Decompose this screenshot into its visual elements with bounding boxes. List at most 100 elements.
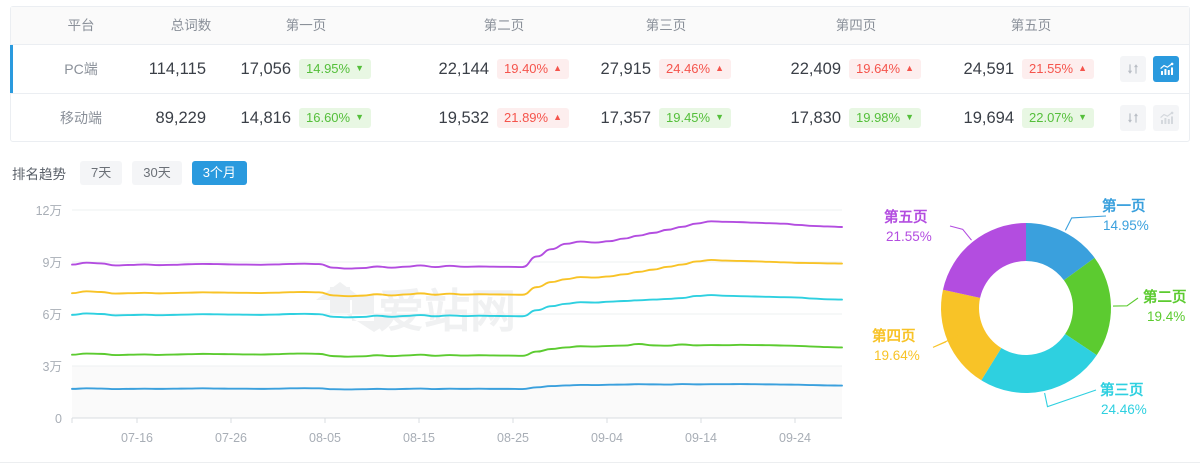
line-series-第二页 [71, 343, 843, 358]
cell-page2-change: 21.89% ▲ [497, 94, 570, 142]
change-badge-down: 19.98% ▼ [849, 108, 922, 128]
line-series-第一页 [71, 383, 843, 391]
donut-label-page4: 第四页 [872, 327, 916, 345]
donut-label-page2: 第二页 [1143, 288, 1187, 306]
cell-page1-count: 17,056 [240, 59, 291, 78]
chart-series-group [71, 220, 843, 391]
svg-text:9万: 9万 [43, 256, 62, 270]
svg-text:07-26: 07-26 [215, 431, 247, 445]
column-header-page2: 第二页 [483, 18, 525, 33]
tab-30-days[interactable]: 30天 [132, 161, 182, 185]
donut-leader-第一页 [1064, 215, 1107, 231]
svg-text:07-16: 07-16 [121, 431, 153, 445]
triangle-up-icon: ▲ [553, 112, 563, 122]
sort-updown-icon-button[interactable] [1120, 105, 1146, 131]
cell-page5-change: 21.55% ▲ [1022, 45, 1095, 93]
watermark: 爱站网 [316, 282, 516, 337]
column-header-page1: 第一页 [285, 18, 327, 33]
triangle-down-icon: ▼ [1078, 112, 1088, 122]
page-distribution-donut-chart[interactable]: 第五页 21.55% 第一页 14.95% 第二页 19.4% 第三页 24.4… [862, 186, 1200, 426]
table-row[interactable]: 移动端 89,229 14,816 16.60% ▼ 19,532 21.89%… [11, 94, 1189, 142]
table-header-row: 平台 总词数 第一页 第二页 第三页 第四页 第五页 [11, 7, 1189, 45]
line-series-第四页 [71, 258, 843, 298]
donut-slice-第一页[interactable] [1026, 223, 1095, 281]
change-percent: 21.89% [504, 110, 549, 125]
cell-page4-count: 22,409 [790, 59, 841, 78]
donut-value-page5: 21.55% [886, 229, 932, 244]
row-actions [1120, 45, 1179, 93]
change-badge-down: 19.45% ▼ [659, 108, 732, 128]
donut-slice-第五页[interactable] [942, 223, 1026, 298]
triangle-up-icon: ▲ [1078, 63, 1088, 73]
donut-slice-第二页[interactable] [1063, 257, 1111, 356]
row-selected-indicator [10, 45, 13, 93]
donut-label-page1: 第一页 [1102, 197, 1146, 215]
cell-page4-change: 19.64% ▲ [849, 45, 922, 93]
donut-value-page1: 14.95% [1103, 218, 1149, 233]
change-badge-up: 21.89% ▲ [497, 108, 570, 128]
change-percent: 14.95% [306, 61, 351, 76]
triangle-down-icon: ▼ [905, 112, 915, 122]
donut-value-page3: 24.46% [1101, 402, 1147, 417]
change-badge-down: 22.07% ▼ [1022, 108, 1095, 128]
donut-slice-第三页[interactable] [981, 334, 1097, 393]
cell-page1-change: 16.60% ▼ [299, 94, 372, 142]
svg-text:09-04: 09-04 [591, 431, 623, 445]
donut-slice-第四页[interactable] [941, 289, 1002, 381]
bottom-divider [0, 462, 1200, 463]
change-badge-down: 16.60% ▼ [299, 108, 372, 128]
column-header-platform: 平台 [67, 18, 95, 33]
change-badge-up: 19.40% ▲ [497, 59, 570, 79]
change-percent: 19.64% [856, 61, 901, 76]
change-badge-down: 14.95% ▼ [299, 59, 372, 79]
watermark-text: 爱站网 [378, 285, 516, 337]
cell-page5-count: 24,591 [963, 59, 1014, 78]
cell-page4-change: 19.98% ▼ [849, 94, 922, 142]
change-badge-up: 21.55% ▲ [1022, 59, 1095, 79]
tab-3-months[interactable]: 3个月 [191, 161, 247, 185]
ranking-trend-line-chart[interactable]: 爱站网 12万 9万 6万 3万 0 07-16 07-26 08-05 08-… [0, 192, 870, 457]
svg-text:08-25: 08-25 [497, 431, 529, 445]
sort-updown-icon-button[interactable] [1120, 56, 1146, 82]
donut-leader-第三页 [1044, 389, 1097, 408]
svg-text:09-14: 09-14 [685, 431, 717, 445]
donut-leader-lines [932, 215, 1139, 408]
change-percent: 24.46% [666, 61, 711, 76]
chart-bars-icon-button[interactable] [1153, 56, 1179, 82]
column-header-total: 总词数 [170, 18, 212, 33]
triangle-up-icon: ▲ [905, 63, 915, 73]
cell-page5-count: 19,694 [963, 108, 1014, 127]
column-header-page3: 第三页 [645, 18, 687, 33]
triangle-down-icon: ▼ [355, 63, 365, 73]
change-percent: 19.98% [856, 110, 901, 125]
donut-value-page4: 19.64% [874, 348, 920, 363]
trend-toolbar: 排名趋势 7天 30天 3个月 [12, 160, 247, 186]
svg-text:08-05: 08-05 [309, 431, 341, 445]
cell-page3-change: 24.46% ▲ [659, 45, 732, 93]
line-series-第三页 [71, 294, 843, 319]
cell-page4-count: 17,830 [790, 108, 841, 127]
triangle-down-icon: ▼ [715, 112, 725, 122]
cell-page2-count: 22,144 [438, 59, 489, 78]
donut-leader-第四页 [932, 335, 959, 348]
svg-text:09-24: 09-24 [779, 431, 811, 445]
cell-page1-count: 14,816 [240, 108, 291, 127]
table-row[interactable]: PC端 114,115 17,056 14.95% ▼ 22,144 19.40… [10, 45, 1189, 94]
triangle-down-icon: ▼ [355, 112, 365, 122]
cell-page3-count: 17,357 [600, 108, 651, 127]
chart-bars-icon-button[interactable] [1153, 105, 1179, 131]
change-badge-up: 19.64% ▲ [849, 59, 922, 79]
platform-summary-table: 平台 总词数 第一页 第二页 第三页 第四页 第五页 PC端 114,115 1… [10, 6, 1190, 142]
triangle-up-icon: ▲ [715, 63, 725, 73]
svg-text:12万: 12万 [36, 204, 62, 218]
column-header-page4: 第四页 [835, 18, 877, 33]
donut-slices [941, 223, 1111, 393]
cell-page3-change: 19.45% ▼ [659, 94, 732, 142]
donut-label-page3: 第三页 [1100, 381, 1144, 399]
svg-text:3万: 3万 [43, 360, 62, 374]
tab-7-days[interactable]: 7天 [80, 161, 123, 185]
change-percent: 22.07% [1029, 110, 1074, 125]
svg-text:6万: 6万 [43, 308, 62, 322]
change-percent: 21.55% [1029, 61, 1074, 76]
